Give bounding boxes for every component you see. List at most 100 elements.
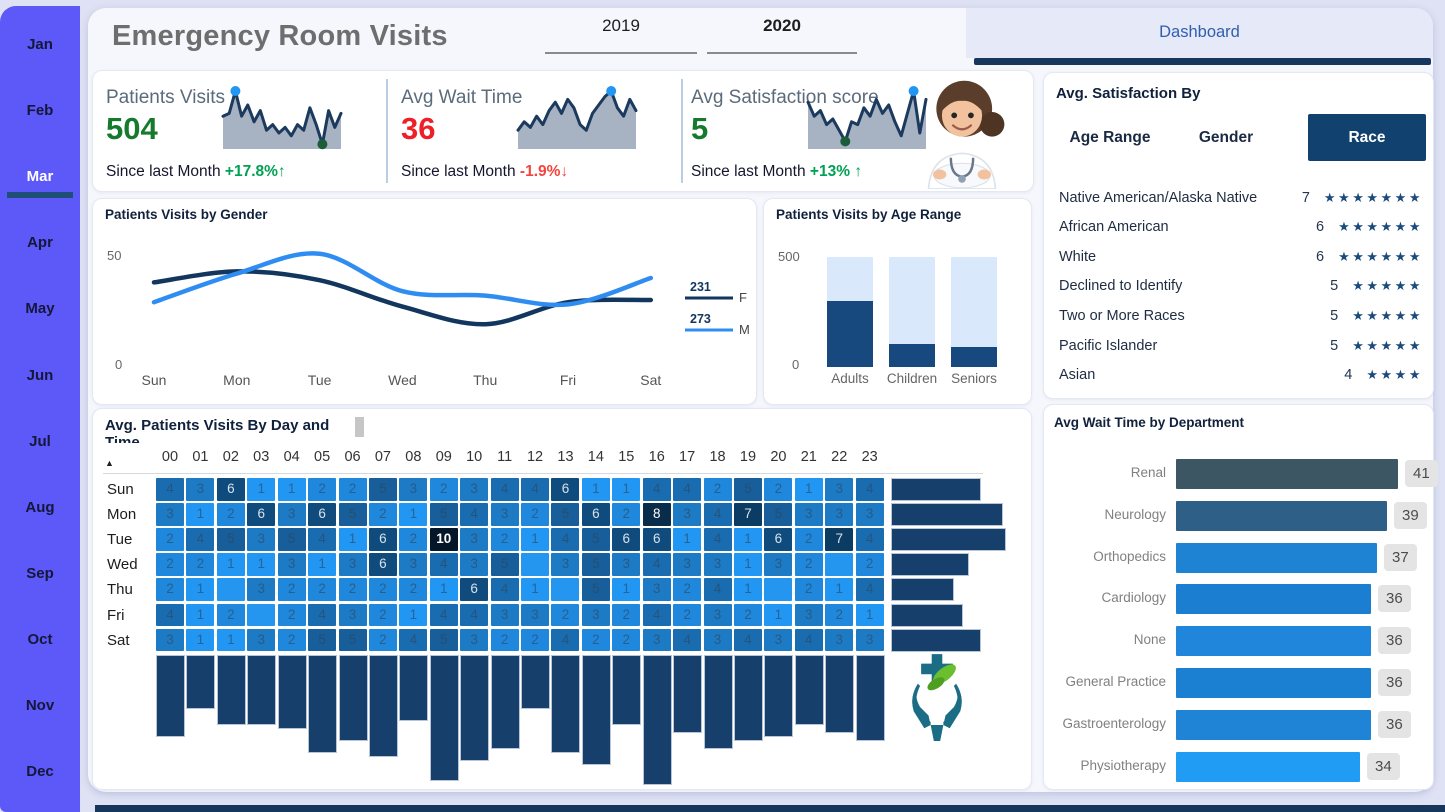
heatmap-cell[interactable]: 8 — [642, 503, 671, 526]
sat-tab-gender[interactable]: Gender — [1198, 129, 1254, 146]
heatmap-cell[interactable] — [216, 578, 245, 601]
heatmap-cell[interactable]: 3 — [612, 553, 641, 576]
heatmap-cell[interactable]: 6 — [551, 478, 580, 501]
heatmap-cell[interactable]: 1 — [825, 578, 854, 601]
heatmap-cell[interactable]: 3 — [825, 478, 854, 501]
age-bar-adults[interactable] — [827, 301, 873, 367]
heatmap-cell[interactable]: 5 — [429, 628, 458, 652]
heatmap-col-total-bar[interactable] — [460, 655, 490, 761]
dept-bar-orthopedics[interactable] — [1176, 542, 1377, 573]
sat-row[interactable]: Declined to Identify 5 ★★★★★ — [1059, 272, 1423, 301]
heatmap-cell[interactable]: 5 — [368, 478, 397, 501]
heatmap-cell[interactable]: 1 — [521, 528, 550, 551]
heatmap-cell[interactable]: 3 — [247, 628, 276, 652]
heatmap-cell[interactable]: 4 — [703, 528, 732, 551]
heatmap-row-total-bar[interactable] — [891, 528, 1006, 552]
heatmap-cell[interactable]: 1 — [216, 628, 245, 652]
heatmap-cell[interactable]: 4 — [673, 478, 702, 501]
heatmap-cell[interactable]: 2 — [490, 628, 519, 652]
heatmap-cell[interactable]: 4 — [490, 478, 519, 501]
heatmap-cell[interactable]: 3 — [703, 553, 732, 576]
heatmap-cell[interactable]: 2 — [216, 603, 245, 627]
heatmap-cell[interactable]: 3 — [703, 603, 732, 627]
heatmap-cell[interactable]: 2 — [855, 553, 884, 576]
sidebar-item-month-dec[interactable]: Dec — [26, 763, 54, 781]
heatmap-cell[interactable]: 1 — [308, 553, 337, 576]
heatmap-cell[interactable]: 4 — [399, 628, 428, 652]
heatmap-cell[interactable]: 2 — [368, 578, 397, 601]
heatmap-cell[interactable]: 3 — [521, 603, 550, 627]
sidebar-item-month-mar[interactable]: Mar — [26, 168, 54, 186]
sort-arrow-icon[interactable]: ▲ — [105, 458, 114, 468]
heatmap-cell[interactable]: 2 — [368, 503, 397, 526]
heatmap-cell[interactable]: 2 — [429, 478, 458, 501]
heatmap-cell[interactable]: 4 — [551, 628, 580, 652]
heatmap-cell[interactable]: 3 — [855, 628, 884, 652]
heatmap-col-total-bar[interactable] — [156, 655, 185, 737]
age-bar-seniors[interactable] — [951, 347, 997, 367]
heatmap-cell[interactable]: 3 — [764, 628, 793, 652]
heatmap-row-total-bar[interactable] — [891, 503, 1003, 527]
heatmap-cell[interactable]: 3 — [825, 628, 854, 652]
heatmap-cell[interactable]: 1 — [247, 553, 276, 576]
heatmap-cell[interactable]: 1 — [338, 528, 367, 551]
heatmap-cell[interactable]: 6 — [581, 503, 610, 526]
heatmap-cell[interactable]: 3 — [551, 553, 580, 576]
heatmap-cell[interactable]: 1 — [186, 503, 215, 526]
heatmap-row-total-bar[interactable] — [891, 578, 954, 602]
heatmap-row-total-bar[interactable] — [891, 553, 969, 577]
heatmap-cell[interactable]: 1 — [794, 478, 823, 501]
heatmap-cell[interactable]: 5 — [338, 628, 367, 652]
heatmap-cell[interactable]: 1 — [733, 553, 762, 576]
heatmap-cell[interactable]: 2 — [612, 603, 641, 627]
heatmap-cell[interactable]: 4 — [490, 578, 519, 601]
heatmap-cell[interactable]: 2 — [733, 603, 762, 627]
heatmap-cell[interactable]: 3 — [825, 503, 854, 526]
heatmap-col-total-bar[interactable] — [368, 655, 398, 757]
heatmap-cell[interactable]: 5 — [429, 503, 458, 526]
heatmap-row-total-bar[interactable] — [891, 478, 981, 501]
scrollbar-thumb[interactable] — [355, 417, 364, 437]
heatmap-cell[interactable]: 1 — [186, 603, 215, 627]
heatmap-cell[interactable]: 2 — [368, 628, 397, 652]
heatmap-cell[interactable]: 6 — [368, 528, 397, 551]
heatmap-col-total-bar[interactable] — [764, 655, 794, 737]
heatmap-cell[interactable]: 3 — [247, 578, 276, 601]
heatmap-cell[interactable]: 10 — [429, 528, 458, 551]
heatmap-row-total-bar[interactable] — [891, 603, 963, 627]
heatmap-cell[interactable]: 3 — [399, 553, 428, 576]
heatmap-cell[interactable]: 3 — [277, 503, 306, 526]
heatmap-cell[interactable] — [551, 578, 580, 601]
heatmap-col-total-bar[interactable] — [247, 655, 277, 725]
heatmap-col-total-bar[interactable] — [825, 655, 855, 733]
heatmap-cell[interactable] — [764, 578, 793, 601]
heatmap-cell[interactable]: 5 — [581, 578, 610, 601]
heatmap-cell[interactable]: 2 — [490, 528, 519, 551]
dept-bar-gastroenterology[interactable] — [1176, 709, 1371, 740]
heatmap-cell[interactable]: 1 — [733, 578, 762, 601]
heatmap-cell[interactable]: 4 — [673, 628, 702, 652]
heatmap-cell[interactable]: 1 — [733, 528, 762, 551]
heatmap-cell[interactable]: 3 — [642, 628, 671, 652]
heatmap-cell[interactable]: 4 — [794, 628, 823, 652]
heatmap-col-total-bar[interactable] — [338, 655, 368, 741]
heatmap-cell[interactable]: 7 — [825, 528, 854, 551]
heatmap-col-total-bar[interactable] — [521, 655, 551, 709]
heatmap-cell[interactable]: 1 — [186, 628, 215, 652]
heatmap-cell[interactable]: 5 — [764, 503, 793, 526]
heatmap-cell[interactable]: 4 — [460, 503, 489, 526]
heatmap-cell[interactable]: 2 — [156, 553, 184, 576]
heatmap-cell[interactable]: 4 — [156, 478, 184, 501]
heatmap-col-total-bar[interactable] — [612, 655, 642, 725]
heatmap-cell[interactable]: 2 — [308, 478, 337, 501]
heatmap-cell[interactable]: 5 — [490, 553, 519, 576]
heatmap-cell[interactable]: 5 — [216, 528, 245, 551]
heatmap-col-total-bar[interactable] — [551, 655, 581, 753]
sidebar-item-month-jul[interactable]: Jul — [29, 432, 51, 450]
heatmap-cell[interactable]: 1 — [429, 578, 458, 601]
dept-bar-none[interactable] — [1176, 626, 1371, 657]
heatmap-cell[interactable]: 4 — [521, 478, 550, 501]
heatmap-col-total-bar[interactable] — [216, 655, 246, 725]
sidebar-item-month-nov[interactable]: Nov — [25, 697, 55, 714]
heatmap-cell[interactable]: 3 — [460, 553, 489, 576]
